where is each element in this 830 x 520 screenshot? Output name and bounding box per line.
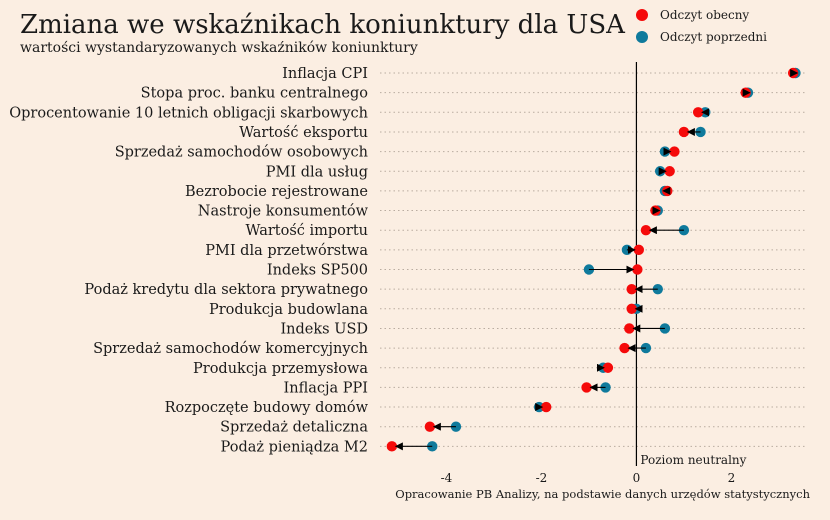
legend: Odczyt obecny Odczyt poprzedni — [636, 4, 767, 48]
current-point — [619, 342, 630, 354]
current-point — [678, 126, 690, 138]
category-label: Produkcja przemysłowa — [193, 361, 368, 377]
category-label: Sprzedaż detaliczna — [220, 420, 368, 436]
current-point — [664, 166, 675, 177]
chart-title: Zmiana we wskaźnikach koniunktury dla US… — [20, 10, 625, 40]
neutral-label: Poziom neutralny — [640, 453, 746, 467]
legend-item-current: Odczyt obecny — [636, 4, 767, 26]
category-label: PMI dla usług — [266, 164, 368, 180]
x-tick-label: 0 — [633, 471, 641, 485]
category-label: Stopa proc. banku centralnego — [141, 86, 368, 102]
category-label: PMI dla przetwórstwa — [205, 243, 368, 259]
current-point — [692, 107, 704, 118]
legend-dot-previous — [636, 31, 648, 43]
current-point — [633, 244, 644, 256]
category-label: Indeks SP500 — [267, 263, 368, 279]
current-point — [424, 421, 436, 432]
current-point — [640, 225, 652, 236]
current-point — [541, 401, 552, 413]
legend-item-previous: Odczyt poprzedni — [636, 26, 767, 48]
category-label: Podaż kredytu dla sektora prywatnego — [84, 282, 368, 298]
category-label: Bezrobocie rejestrowane — [185, 184, 368, 200]
current-point — [624, 323, 635, 334]
x-tick-label: -4 — [441, 471, 453, 485]
category-label: Inflacja CPI — [282, 66, 368, 82]
legend-dot-current — [636, 9, 648, 21]
category-label: Oprocentowanie 10 letnich obligacji skar… — [9, 105, 368, 121]
chart-subtitle: wartości wystandaryzowanych wskaźników k… — [20, 40, 418, 56]
category-label: Produkcja budowlana — [209, 302, 368, 318]
legend-label-previous: Odczyt poprzedni — [660, 30, 767, 44]
category-label: Wartość importu — [246, 223, 368, 239]
category-label: Wartość eksportu — [239, 125, 368, 141]
category-label: Inflacja PPI — [284, 380, 369, 396]
category-label: Indeks USD — [280, 321, 368, 337]
legend-label-current: Odczyt obecny — [660, 8, 750, 22]
current-point — [386, 441, 398, 452]
source-note: Opracowanie PB Analizy, na podstawie dan… — [395, 487, 810, 501]
current-point — [632, 264, 643, 275]
x-tick-label: -2 — [536, 471, 548, 485]
category-label: Sprzedaż samochodów komercyjnych — [93, 341, 368, 357]
current-point — [669, 146, 680, 157]
current-point — [626, 303, 637, 314]
category-label: Nastroje konsumentów — [198, 204, 369, 220]
current-point — [581, 382, 592, 393]
category-label: Rozpoczęte budowy domów — [165, 400, 369, 416]
x-tick-label: 2 — [728, 471, 736, 485]
category-label: Podaż pieniądza M2 — [221, 439, 368, 455]
current-point — [626, 283, 637, 295]
category-label: Sprzedaż samochodów osobowych — [115, 145, 368, 161]
current-point — [602, 362, 614, 373]
